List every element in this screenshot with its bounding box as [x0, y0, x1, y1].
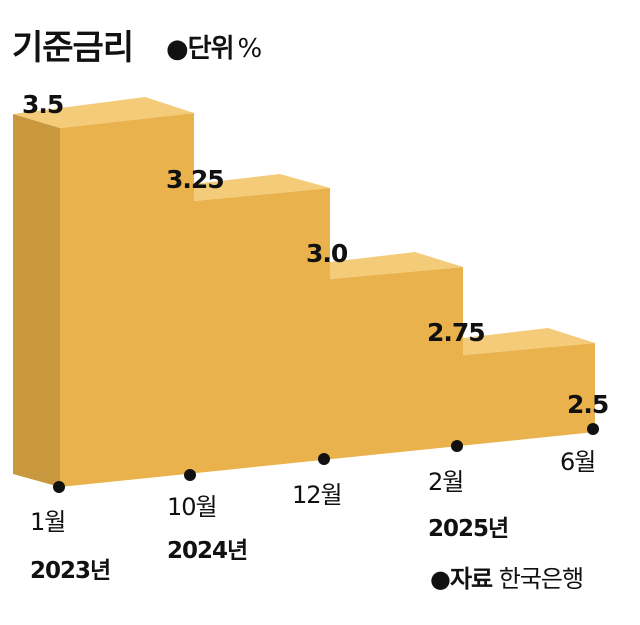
- chart-title: 기준금리: [12, 28, 134, 68]
- unit-note: ●단위%: [166, 28, 263, 65]
- timeline-dot: [587, 423, 599, 435]
- value-label: 3.5: [22, 90, 64, 119]
- side-face: [13, 114, 60, 487]
- front-face: [60, 113, 595, 487]
- source-note: ●자료 한국은행: [430, 565, 584, 593]
- month-label: 2월: [428, 468, 464, 496]
- value-label: 3.25: [166, 165, 225, 194]
- timeline-dot: [318, 453, 330, 465]
- year-label: 2023년: [30, 558, 111, 584]
- source-label: ●자료: [430, 565, 493, 593]
- year-label: 2024년: [167, 538, 248, 564]
- value-label: 2.75: [427, 318, 486, 347]
- value-label: 2.5: [567, 390, 609, 419]
- year-label: 2025년: [428, 516, 509, 542]
- month-label: 1월: [30, 508, 66, 536]
- month-label: 12월: [292, 481, 343, 509]
- month-label: 6월: [560, 448, 596, 476]
- source-value: 한국은행: [498, 565, 584, 593]
- timeline-dot: [184, 469, 196, 481]
- unit-symbol: %: [237, 34, 263, 64]
- top-face-step-2: [194, 174, 330, 201]
- timeline-dot: [451, 440, 463, 452]
- timeline-dot: [53, 481, 65, 493]
- top-face-step-1: [13, 97, 194, 128]
- unit-label: ●단위: [166, 34, 235, 64]
- top-face-step-4: [463, 328, 595, 355]
- value-label: 3.0: [306, 239, 348, 268]
- top-face-step-3: [330, 252, 463, 279]
- month-label: 10월: [167, 493, 218, 521]
